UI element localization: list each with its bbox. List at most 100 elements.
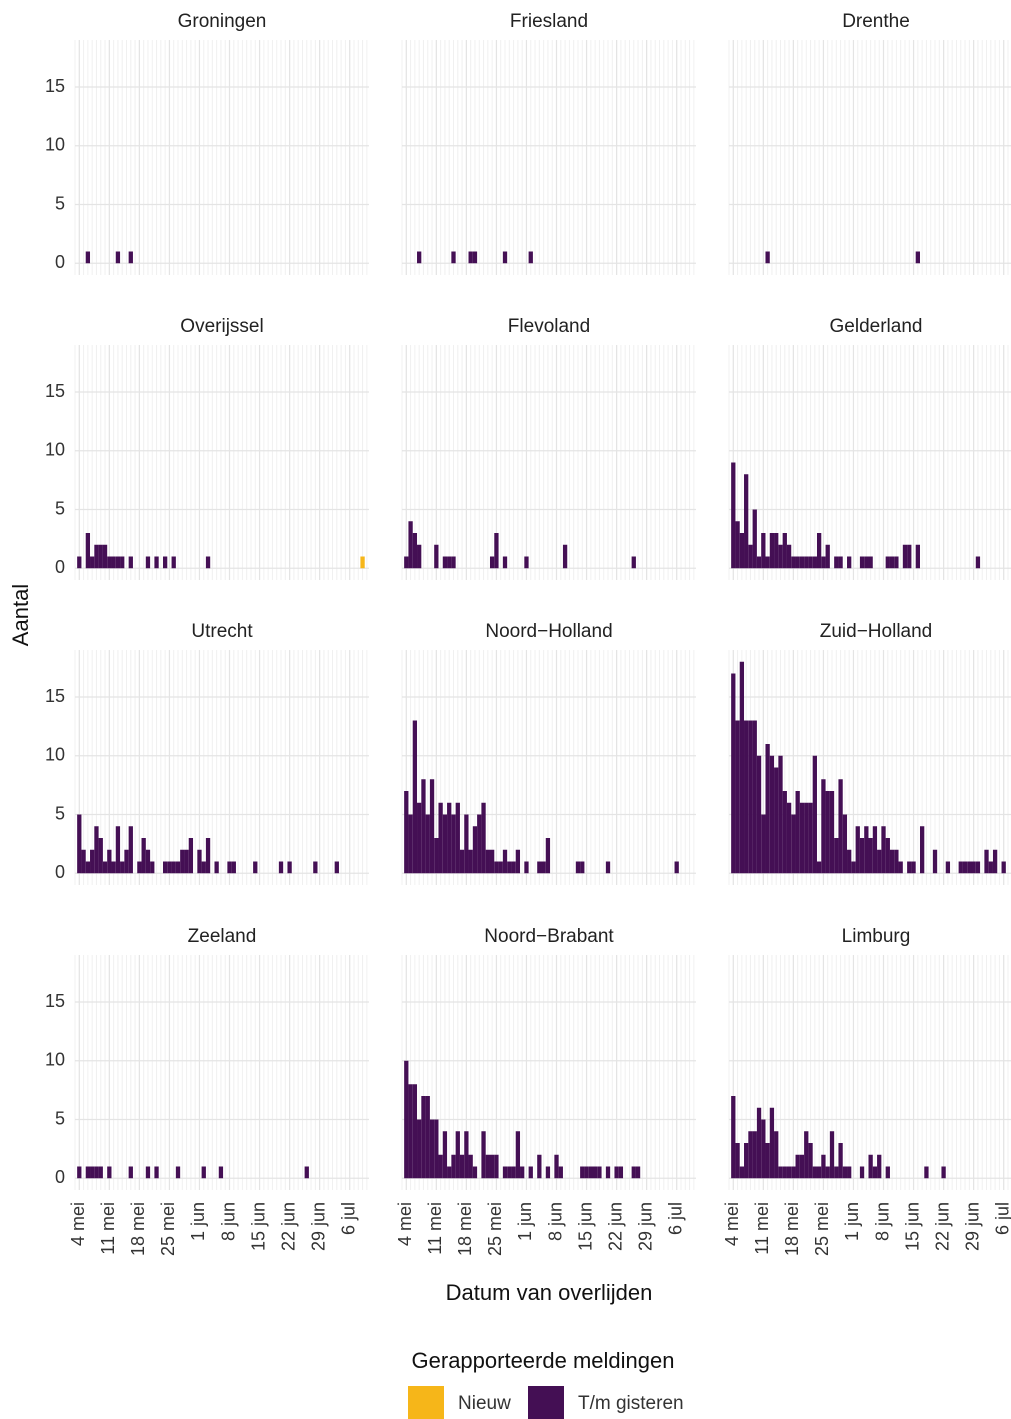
x-tick-label: 15 jun	[248, 1202, 268, 1251]
bar	[85, 861, 91, 874]
bar	[408, 814, 413, 874]
bar	[829, 791, 835, 874]
bar	[838, 1143, 843, 1179]
bar	[756, 556, 762, 569]
bar	[520, 1166, 525, 1179]
bar	[614, 1166, 619, 1179]
x-tick-label: 18 mei	[455, 1202, 475, 1256]
bar	[847, 556, 852, 569]
bar	[834, 838, 839, 874]
bar	[919, 826, 925, 874]
bar	[756, 1107, 762, 1179]
bar	[782, 791, 787, 874]
bar	[842, 1166, 848, 1179]
panel-title: Noord−Holland	[485, 621, 612, 642]
bar	[558, 1166, 563, 1179]
bar	[120, 556, 125, 569]
panel-title: Gelderland	[830, 316, 923, 337]
bar	[592, 1166, 598, 1179]
bar	[765, 744, 770, 874]
bar	[442, 814, 448, 874]
bar	[769, 755, 775, 874]
bar	[872, 1166, 878, 1179]
legend-title: Gerapporteerde meldingen	[412, 1348, 675, 1373]
bar	[791, 1166, 796, 1179]
bar	[464, 814, 469, 874]
bar	[434, 838, 439, 874]
bar	[494, 533, 499, 569]
bar	[859, 1166, 865, 1179]
bar	[429, 779, 435, 874]
bar	[975, 556, 981, 569]
bar	[877, 849, 882, 874]
bar	[98, 544, 103, 569]
bar	[442, 556, 448, 569]
bar	[804, 802, 809, 874]
bar	[201, 861, 206, 874]
bar	[958, 861, 963, 874]
bar	[575, 861, 581, 874]
bar	[889, 556, 895, 569]
x-tick-label: 22 jun	[605, 1202, 625, 1251]
bar	[171, 861, 176, 874]
bar	[489, 556, 495, 569]
bar	[218, 1166, 224, 1179]
bar	[494, 861, 499, 874]
x-tick-label: 29 jun	[635, 1202, 655, 1251]
x-tick-label: 1 jun	[515, 1202, 535, 1241]
bar	[468, 849, 473, 874]
x-tick-label: 11 mei	[752, 1202, 772, 1255]
bar	[872, 826, 878, 874]
x-tick-label: 22 jun	[932, 1202, 952, 1251]
bar	[799, 556, 805, 569]
bar	[128, 826, 133, 874]
y-tick-label: 5	[55, 498, 65, 518]
bar	[838, 556, 843, 569]
bar	[731, 462, 736, 569]
bar	[838, 779, 843, 874]
bar	[438, 802, 443, 874]
bar	[404, 791, 409, 874]
legend-label: Nieuw	[458, 1393, 511, 1414]
x-axis-title: Datum van overlijden	[446, 1280, 653, 1305]
panel-title: Zeeland	[188, 926, 257, 947]
bar	[313, 861, 318, 874]
bar	[502, 251, 508, 264]
bar	[731, 1096, 736, 1179]
bar	[588, 1166, 593, 1179]
bar	[360, 556, 365, 569]
bar	[115, 556, 121, 569]
bar	[421, 1096, 426, 1179]
bar	[825, 1166, 830, 1179]
bar	[404, 1060, 409, 1179]
bar	[472, 1166, 478, 1179]
bar	[438, 1154, 443, 1179]
bar	[782, 1166, 787, 1179]
bar	[434, 544, 439, 569]
bar	[962, 861, 968, 874]
bar	[417, 1119, 422, 1179]
bar	[468, 1154, 473, 1179]
bar	[765, 1143, 770, 1179]
bar	[816, 861, 822, 874]
x-tick-label: 8 jun	[545, 1202, 565, 1241]
bar	[304, 1166, 309, 1179]
bar	[545, 1166, 551, 1179]
bar	[618, 1166, 624, 1179]
bar	[188, 838, 194, 874]
bar	[799, 1154, 805, 1179]
bar	[769, 1107, 775, 1179]
y-tick-label: 15	[45, 76, 65, 96]
legend-swatch	[408, 1386, 444, 1419]
x-tick-label: 4 mei	[722, 1202, 742, 1246]
bar	[408, 521, 413, 569]
bar	[889, 849, 895, 874]
bar	[799, 802, 805, 874]
bar	[85, 533, 91, 569]
x-tick-label: 1 jun	[842, 1202, 862, 1241]
bar	[786, 802, 792, 874]
bar	[115, 251, 121, 264]
legend-swatch	[528, 1386, 564, 1419]
bar	[472, 826, 478, 874]
bar	[537, 1154, 542, 1179]
